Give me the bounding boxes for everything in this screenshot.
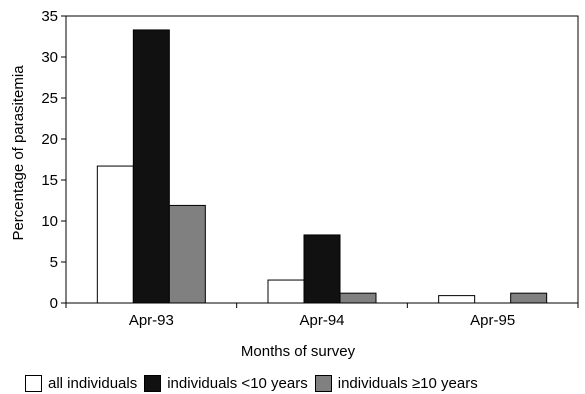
legend-item-individuals-under-10: individuals <10 years bbox=[144, 374, 308, 392]
y-tick-label: 35 bbox=[41, 8, 58, 25]
legend-label-individuals-under-10: individuals <10 years bbox=[167, 374, 308, 392]
bar-chart: 0 5 10 15 20 25 30 35 Apr-93 Apr-94 Apr-95 Months … bbox=[10, 8, 579, 360]
x-tick-label: Apr-93 bbox=[129, 312, 174, 329]
y-tick-label: 30 bbox=[41, 49, 58, 66]
y-tick-label: 10 bbox=[41, 213, 58, 230]
bar-under-10-apr-93 bbox=[132, 29, 170, 304]
legend-item-all-individuals: all individuals bbox=[25, 374, 138, 392]
legend-item-individuals-10-plus: individuals ≥10 years bbox=[314, 374, 478, 392]
y-axis-title: Percentage of parasitemia bbox=[10, 65, 27, 241]
legend-label-individuals-10-plus: individuals ≥10 years bbox=[337, 374, 478, 392]
bar-under-10-apr-94 bbox=[303, 234, 341, 304]
y-tick-label: 25 bbox=[41, 90, 58, 107]
y-tick-label: 0 bbox=[50, 295, 58, 312]
bar-all-individuals-apr-93 bbox=[96, 165, 134, 304]
legend-swatch-all-individuals bbox=[25, 374, 42, 392]
y-tick-label: 15 bbox=[41, 172, 58, 189]
legend: all individuals individuals <10 years in… bbox=[25, 372, 485, 394]
x-tick-label: Apr-95 bbox=[470, 312, 515, 329]
x-tick-label: Apr-94 bbox=[299, 312, 344, 329]
legend-label-all-individuals: all individuals bbox=[48, 374, 138, 392]
plot-area: 0 5 10 15 20 25 30 35 Apr-93 Apr-94 Apr-95 bbox=[41, 8, 579, 329]
bar-10-plus-apr-95 bbox=[510, 292, 548, 304]
bar-all-individuals-apr-94 bbox=[267, 279, 305, 304]
legend-swatch-individuals-10-plus bbox=[314, 374, 332, 392]
bar-all-individuals-apr-95 bbox=[438, 295, 476, 304]
bar-10-plus-apr-93 bbox=[168, 204, 206, 304]
y-tick-label: 20 bbox=[41, 131, 58, 148]
y-tick-label: 5 bbox=[50, 254, 58, 271]
bar-10-plus-apr-94 bbox=[339, 292, 377, 304]
x-axis-title: Months of survey bbox=[241, 343, 356, 360]
legend-swatch-individuals-under-10 bbox=[144, 374, 162, 392]
